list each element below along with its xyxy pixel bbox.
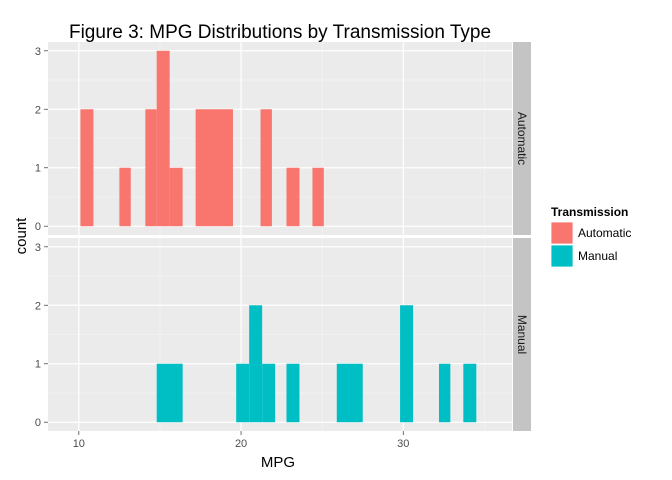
histogram-bar: [80, 109, 94, 227]
histogram-bar: [236, 363, 250, 423]
x-axis-title: MPG: [261, 454, 295, 471]
legend: Transmission Automatic Manual: [550, 205, 631, 268]
facet-strip: [513, 238, 531, 431]
histogram-bar: [145, 109, 157, 227]
legend-key-manual: [550, 244, 574, 268]
histogram-bar: [119, 167, 131, 227]
histogram-bar: [286, 167, 300, 227]
histogram-bar: [286, 363, 300, 423]
y-tick-label: 0: [35, 417, 41, 429]
chart-title: Figure 3: MPG Distributions by Transmiss…: [69, 22, 491, 43]
histogram-bar: [195, 109, 233, 227]
histogram-bar: [156, 363, 183, 423]
histogram-bar: [262, 363, 276, 423]
x-tick-label: 10: [73, 438, 85, 450]
facet-strip-label: Manual: [515, 315, 529, 354]
legend-label-manual: Manual: [578, 249, 617, 263]
histogram-bar: [156, 50, 170, 227]
legend-key-automatic: [550, 221, 574, 245]
facet-panels: 0 1 2 3 Automatic 0 1 2 3 Manual 10 20 30: [35, 42, 531, 450]
y-tick-label: 2: [35, 104, 41, 116]
histogram-bar: [260, 109, 272, 227]
x-tick-label: 30: [397, 438, 409, 450]
y-tick-label: 1: [35, 163, 41, 175]
histogram-bar: [169, 167, 183, 227]
histogram-bar: [400, 305, 414, 423]
histogram-bar: [312, 167, 324, 227]
y-tick-label: 3: [35, 46, 41, 58]
legend-label-automatic: Automatic: [578, 226, 631, 240]
y-axis-title: count: [13, 217, 30, 255]
histogram-bar: [438, 363, 451, 423]
y-tick-label: 2: [35, 300, 41, 312]
facet-strip-label: Automatic: [515, 112, 529, 165]
y-tick-label: 3: [35, 242, 41, 254]
y-tick-label: 1: [35, 359, 41, 371]
facet-panel-automatic: 0 1 2 3 Automatic: [35, 42, 531, 235]
facet-panel-manual: 0 1 2 3 Manual 10 20 30: [35, 238, 531, 450]
histogram-bar: [336, 363, 363, 423]
facet-strip: [513, 42, 531, 235]
histogram-bar: [249, 305, 263, 423]
x-tick-label: 20: [235, 438, 247, 450]
y-tick-label: 0: [35, 221, 41, 233]
legend-title: Transmission: [551, 205, 628, 219]
histogram-bar: [463, 363, 477, 423]
